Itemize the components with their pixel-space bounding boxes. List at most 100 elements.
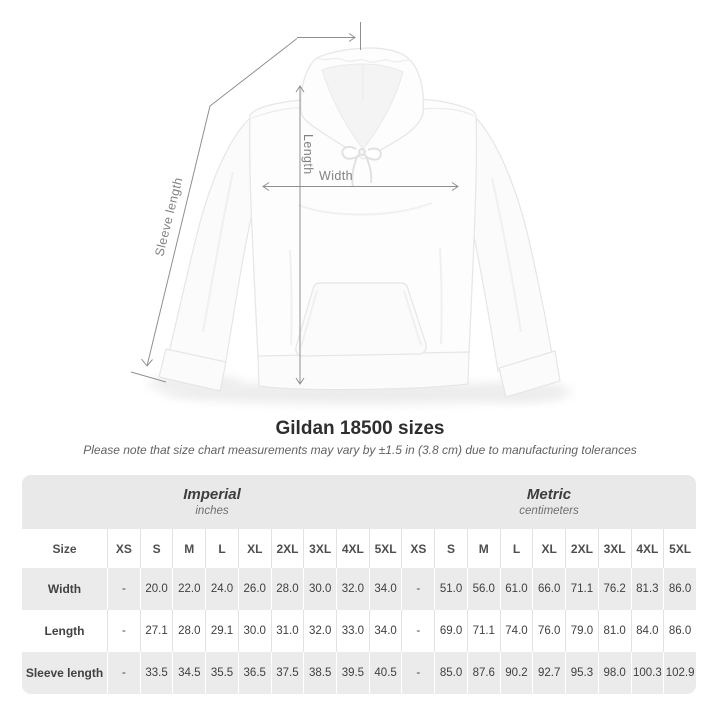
table-cell: 87.6 <box>466 652 500 694</box>
table-cell: 30.0 <box>237 610 271 652</box>
hoodie-measurement-figure: Sleeve length Length Width <box>130 22 572 404</box>
sleeve-length-line <box>146 38 298 367</box>
table-cell: 24.0 <box>205 568 238 610</box>
table-cell: 100.3 <box>630 652 664 694</box>
kangaroo-pocket <box>295 282 427 357</box>
table-cell: 79.0 <box>565 610 598 652</box>
size-header-cell: S <box>434 529 467 568</box>
table-cell: 61.0 <box>499 568 533 610</box>
row-label: Sleeve length <box>25 666 104 680</box>
unit-header-band: Imperial inches Metric centimeters <box>22 475 696 529</box>
row-label: Width <box>47 582 82 596</box>
table-cell: 86.0 <box>663 568 696 610</box>
size-table: Imperial inches Metric centimeters Size … <box>22 475 696 694</box>
table-cell: 66.0 <box>532 568 565 610</box>
row-label: Length <box>44 624 85 638</box>
table-row: Sleeve length - 33.5 34.5 35.5 36.5 37.5 38.5 39… <box>22 652 696 694</box>
table-cell: 51.0 <box>434 568 467 610</box>
table-cell: 34.0 <box>368 610 402 652</box>
imperial-label: Imperial <box>183 486 241 503</box>
table-cell: 22.0 <box>172 568 205 610</box>
table-cell: 32.0 <box>336 568 369 610</box>
imperial-header: Imperial inches <box>22 475 402 529</box>
table-cell: 39.5 <box>336 652 369 694</box>
table-cell: 30.0 <box>303 568 336 610</box>
table-cell: 81.0 <box>597 610 631 652</box>
table-cell: 86.0 <box>663 610 696 652</box>
table-cell: 76.2 <box>597 568 631 610</box>
table-cell: - <box>401 568 434 610</box>
table-cell: 36.5 <box>237 652 271 694</box>
right-cuff <box>498 350 561 398</box>
table-cell: 102.9 <box>663 652 696 694</box>
table-cell: - <box>107 610 140 652</box>
table-cell: 34.0 <box>368 568 402 610</box>
arrowhead-right <box>348 33 356 42</box>
table-cell: 34.5 <box>172 652 205 694</box>
drawstring-bow <box>341 145 382 188</box>
hoodie-illustration <box>158 47 561 398</box>
metric-label: Metric <box>526 486 572 503</box>
table-row: Length -27.1 28.0 29.1 30.0 31.0 32.0 33.0 34.0-… <box>22 610 696 652</box>
width-label: Width <box>319 169 353 183</box>
table-cell: 74.0 <box>499 610 533 652</box>
size-header-cell: L <box>499 529 533 568</box>
table-cell: - <box>401 610 434 652</box>
table-cell: - <box>107 568 140 610</box>
size-header-cell: 4XL <box>336 529 369 568</box>
table-cell: 76.0 <box>532 610 565 652</box>
table-cell: 33.0 <box>336 610 369 652</box>
size-header-cell: M <box>172 529 205 568</box>
table-cell: 28.0 <box>270 568 304 610</box>
size-header-cell: XS <box>107 529 140 568</box>
length-label: Length <box>301 134 315 175</box>
table-cell: 35.5 <box>205 652 238 694</box>
table-cell: 31.0 <box>270 610 304 652</box>
table-cell: 69.0 <box>434 610 467 652</box>
page-title: Gildan 18500 sizes <box>275 418 445 439</box>
size-header-row: Size XS S M L XL 2XL 3XL 4XL 5XL XS S M L XL 2XL 3XL 4XL… <box>22 529 696 568</box>
arrowhead-down <box>141 358 153 367</box>
table-row: Width -20.0 22.0 24.0 26.0 28.0 30.0 32.0 34.0-5… <box>22 568 696 610</box>
imperial-sublabel: inches <box>195 505 229 517</box>
size-header-cell: XL <box>237 529 271 568</box>
size-header-cell: 5XL <box>368 529 402 568</box>
table-cell: 40.5 <box>368 652 402 694</box>
table-cell: 29.1 <box>205 610 238 652</box>
table-cell: 90.2 <box>499 652 533 694</box>
size-header-cell: 2XL <box>565 529 598 568</box>
metric-header: Metric centimeters <box>402 475 696 529</box>
tolerance-disclaimer: Please note that size chart measurements… <box>83 443 637 457</box>
table-cell: 27.1 <box>139 610 173 652</box>
size-header-cell: 3XL <box>303 529 336 568</box>
size-header-cell: L <box>205 529 238 568</box>
size-header-cell: 4XL <box>630 529 664 568</box>
size-header-cell: S <box>139 529 173 568</box>
size-header-cell: 5XL <box>663 529 696 568</box>
sleeve-length-label: Sleeve length <box>152 176 185 258</box>
table-cell: 26.0 <box>237 568 271 610</box>
table-cell: 28.0 <box>172 610 205 652</box>
size-header-cell: M <box>466 529 500 568</box>
table-cell: 20.0 <box>139 568 173 610</box>
metric-sublabel: centimeters <box>519 505 579 517</box>
table-cell: 92.7 <box>532 652 565 694</box>
cuff-tick <box>130 371 167 383</box>
table-cell: 56.0 <box>466 568 500 610</box>
size-header-cell: 2XL <box>270 529 304 568</box>
table-cell: 33.5 <box>139 652 173 694</box>
table-cell: 38.5 <box>303 652 336 694</box>
table-cell: 98.0 <box>597 652 631 694</box>
table-cell: 32.0 <box>303 610 336 652</box>
table-cell: 84.0 <box>630 610 664 652</box>
table-cell: - <box>401 652 434 694</box>
table-cell: 71.1 <box>466 610 500 652</box>
hem-band <box>257 351 470 391</box>
size-header-cell: XS <box>401 529 434 568</box>
left-cuff <box>158 348 227 392</box>
size-header-cell: XL <box>532 529 565 568</box>
table-cell: 85.0 <box>434 652 467 694</box>
table-cell: 37.5 <box>270 652 304 694</box>
size-header-cell: 3XL <box>597 529 631 568</box>
table-cell: 81.3 <box>630 568 664 610</box>
